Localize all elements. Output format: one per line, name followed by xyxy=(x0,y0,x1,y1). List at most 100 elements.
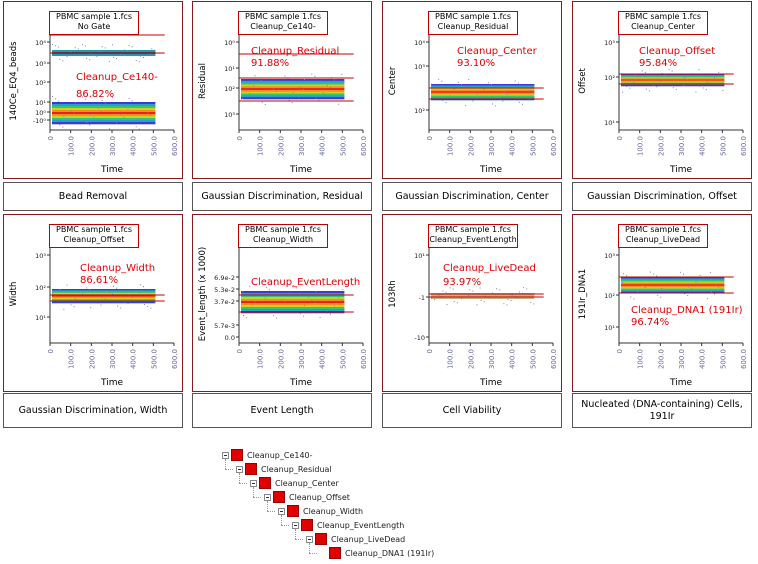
plot-panel[interactable]: 0 100.0 200.0 300.0 400.0 500.0 600.0 10¹ -1 -10 1… xyxy=(382,214,562,392)
gate-icon xyxy=(273,491,285,503)
x-tick-label: 500.0 xyxy=(150,349,158,369)
event-density-band xyxy=(52,122,156,125)
event-dot xyxy=(653,273,655,275)
event-dot xyxy=(59,124,61,126)
event-dot xyxy=(81,293,83,295)
event-density-band xyxy=(621,288,725,291)
plot-panel[interactable]: 0 100.0 200.0 300.0 400.0 500.0 600.0 6.9e-2 5.3… xyxy=(192,214,372,392)
gate-tree-label: Cleanup_Ce140- xyxy=(247,450,313,460)
event-dot xyxy=(124,49,126,51)
event-dot xyxy=(113,120,115,122)
event-dot xyxy=(108,128,110,130)
x-tick-label: 500.0 xyxy=(529,349,537,369)
event-dot xyxy=(714,293,716,295)
event-dot xyxy=(431,297,432,299)
y-tick-label: 10² xyxy=(35,79,46,87)
gate-tree-node[interactable]: Cleanup_Residual xyxy=(236,462,332,476)
event-density-band xyxy=(52,289,156,291)
event-dot xyxy=(97,302,99,304)
x-tick-label: 0 xyxy=(616,136,624,140)
collapse-toggle-icon[interactable] xyxy=(306,535,313,543)
event-dot xyxy=(127,303,129,305)
event-dot xyxy=(101,46,103,48)
x-tick-label: 100.0 xyxy=(447,136,455,156)
plot-panel[interactable]: 0 100.0 200.0 300.0 400.0 500.0 600.0 10³ 10² 10¹… xyxy=(3,214,183,392)
event-dot xyxy=(710,75,712,77)
event-density-band xyxy=(621,290,725,292)
x-tick-label: 100.0 xyxy=(257,349,265,369)
gate-tree-node[interactable]: Cleanup_Ce140- xyxy=(222,448,313,462)
event-dot xyxy=(59,288,61,290)
event-dot xyxy=(307,307,309,309)
event-dot xyxy=(706,298,708,300)
event-dot xyxy=(468,294,470,296)
collapse-toggle-icon[interactable] xyxy=(278,507,285,515)
event-dot xyxy=(526,288,528,290)
gate-tree-node[interactable]: Cleanup_Center xyxy=(250,476,339,490)
event-dot xyxy=(438,78,440,80)
x-tick-label: 400.0 xyxy=(319,136,327,156)
scatter-plot: 0 100.0 200.0 300.0 400.0 500.0 600.0 10³ 10² 10¹… xyxy=(578,245,748,388)
event-density-band xyxy=(241,309,345,312)
event-density-band xyxy=(431,97,535,99)
event-dot xyxy=(100,110,102,112)
tree-connector xyxy=(281,525,289,526)
plot-panel[interactable]: 0 100.0 200.0 300.0 400.0 500.0 600.0 10⁴ 10³ 10²… xyxy=(382,1,562,179)
event-dot xyxy=(70,51,72,53)
event-density-band xyxy=(241,88,345,91)
plot-panel[interactable]: 0 100.0 200.0 300.0 400.0 500.0 600.0 10⁰ 10¹ 10²… xyxy=(192,1,372,179)
event-dot xyxy=(55,98,57,100)
event-dot xyxy=(70,304,72,306)
gate-tree-node[interactable]: Cleanup_Offset xyxy=(264,490,350,504)
event-dot xyxy=(460,83,462,85)
plot-panel[interactable]: 0 100.0 200.0 300.0 400.0 500.0 600.0 10⁴ 10³ 10²… xyxy=(3,1,183,179)
event-dot xyxy=(128,98,130,100)
gate-tree-label: Cleanup_Width xyxy=(303,506,364,516)
gate-percent-label: 93.97% xyxy=(443,277,481,288)
gate-tree-node[interactable]: Cleanup_DNA1 (191Ir) xyxy=(320,546,434,560)
x-axis-label: Time xyxy=(669,165,692,175)
event-dot xyxy=(502,100,504,102)
collapse-toggle-icon[interactable] xyxy=(264,493,271,501)
x-tick-label: 400.0 xyxy=(319,349,327,369)
event-density-band xyxy=(52,114,156,117)
event-dot xyxy=(264,297,266,299)
gate-tree-node[interactable]: Cleanup_EventLength xyxy=(292,518,404,532)
y-axis-label: Width xyxy=(9,282,19,307)
event-dot xyxy=(472,100,474,102)
gate-tree-node[interactable]: Cleanup_LiveDead xyxy=(306,532,405,546)
y-axis-label: 103Rh xyxy=(388,280,398,308)
event-dot xyxy=(503,92,505,93)
event-dot xyxy=(715,284,717,286)
event-dot xyxy=(457,81,459,83)
x-tick-label: 0 xyxy=(236,349,244,353)
collapse-toggle-icon[interactable] xyxy=(250,479,257,487)
plot-panel[interactable]: 0 100.0 200.0 300.0 400.0 500.0 600.0 10³ 10² 10¹… xyxy=(572,214,752,392)
collapse-toggle-icon[interactable] xyxy=(222,451,229,459)
y-tick-label: 10⁰ xyxy=(224,39,235,47)
gate-name-label: Cleanup_Ce140- xyxy=(76,72,158,83)
event-dot xyxy=(66,118,68,120)
event-density-band xyxy=(52,297,156,300)
event-dot xyxy=(150,307,152,309)
event-dot xyxy=(101,296,103,298)
event-dot xyxy=(469,289,471,291)
event-density-band xyxy=(241,95,345,98)
collapse-toggle-icon[interactable] xyxy=(292,521,299,529)
plot-panel[interactable]: 0 100.0 200.0 300.0 400.0 500.0 600.0 10³ 10² 10¹… xyxy=(572,1,752,179)
event-dot xyxy=(74,102,76,104)
event-dot xyxy=(449,287,451,289)
event-dot xyxy=(151,299,153,301)
event-dot xyxy=(86,122,88,124)
gate-tree-node[interactable]: Cleanup_Width xyxy=(278,504,363,518)
y-tick-label: 10³ xyxy=(35,252,46,260)
gate-name-label: Cleanup_Center xyxy=(457,46,538,57)
event-dot xyxy=(243,314,245,316)
event-dot xyxy=(100,304,102,306)
collapse-toggle-icon[interactable] xyxy=(236,465,243,473)
gate-tree-label: Cleanup_Residual xyxy=(261,464,332,474)
event-dot xyxy=(52,293,53,295)
x-tick-label: 500.0 xyxy=(719,136,727,156)
event-dot xyxy=(108,61,110,63)
event-density-band xyxy=(241,291,345,294)
